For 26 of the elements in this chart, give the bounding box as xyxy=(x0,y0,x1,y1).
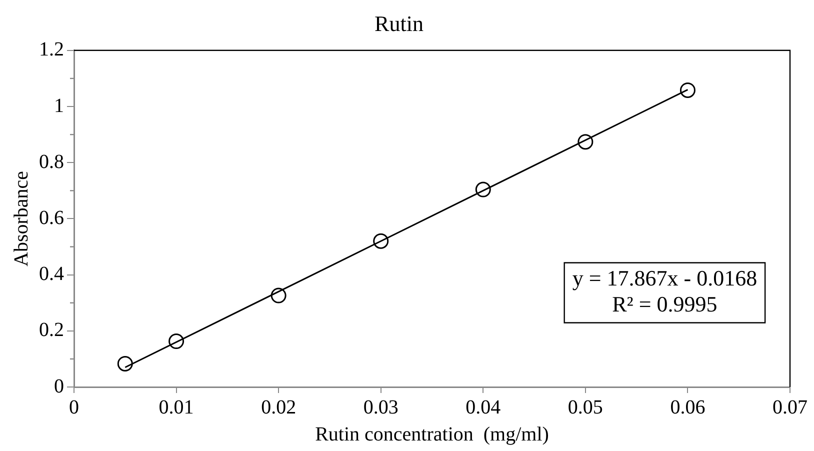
point xyxy=(270,288,286,304)
x-tick-label: 0 xyxy=(69,396,79,418)
y-tick-label: 1.2 xyxy=(39,38,64,61)
y-tick-label: 0.6 xyxy=(39,206,64,229)
chart-title: Rutin xyxy=(374,10,424,36)
x-tick-label: 0.03 xyxy=(363,396,398,418)
x-tick-label: 0.07 xyxy=(772,396,808,418)
annotation: y = 17.867x - 0.0168 R² = 0.9995 xyxy=(572,266,758,317)
y-tick-label: 0.8 xyxy=(39,150,64,173)
x-tick-label: 0.05 xyxy=(568,396,603,418)
x-axis-title: Rutin concentration (mg/ml) xyxy=(315,423,549,446)
x-tick-label: 0.01 xyxy=(158,396,194,418)
y-tick-label: 1 xyxy=(54,94,64,117)
point xyxy=(475,182,491,198)
point xyxy=(117,356,133,372)
point xyxy=(373,233,389,249)
y-tick-label: 0.4 xyxy=(39,263,64,286)
y-tick-label: 0 xyxy=(54,375,64,398)
y-axis-title: Absorbance xyxy=(10,170,32,266)
point xyxy=(680,82,696,98)
x-tick-label: 0.02 xyxy=(261,396,296,418)
x-tick-label: 0.06 xyxy=(670,396,706,418)
x-tick-label: 0.04 xyxy=(466,396,501,418)
y-tick-label: 0.2 xyxy=(39,319,64,342)
point xyxy=(578,134,594,150)
point xyxy=(168,334,184,350)
